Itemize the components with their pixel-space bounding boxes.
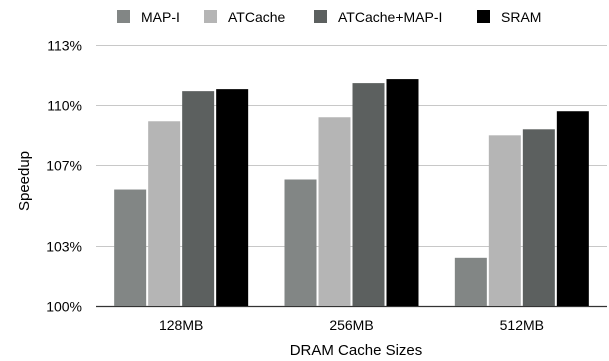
- x-axis-label: DRAM Cache Sizes: [290, 342, 423, 359]
- bar-atcache-256mb: [318, 117, 351, 306]
- y-tick-label: 100%: [46, 299, 82, 315]
- bar-sram-128mb: [216, 89, 249, 306]
- y-tick-label: 107%: [46, 158, 82, 174]
- x-axis-ticks: 128MB 256MB 512MB: [159, 317, 544, 333]
- bar-atcache-512mb: [488, 135, 521, 306]
- bar-atcache-128mb: [148, 121, 181, 306]
- gridlines: [96, 45, 607, 308]
- x-tick-label: 128MB: [159, 317, 203, 333]
- legend-swatch: [314, 10, 327, 23]
- y-axis-ticks: 100% 103% 107% 110% 113%: [46, 38, 82, 315]
- legend-label: MAP-I: [141, 9, 180, 25]
- legend-label: SRAM: [501, 9, 541, 25]
- legend-swatch: [204, 10, 217, 23]
- legend-label: ATCache: [228, 9, 286, 25]
- y-tick-label: 103%: [46, 239, 82, 255]
- y-tick-label: 113%: [47, 38, 82, 54]
- bar-atcache-map-i-128mb: [182, 91, 215, 306]
- bar-sram-512mb: [556, 111, 589, 306]
- legend-label: ATCache+MAP-I: [338, 9, 442, 25]
- bar-map-i-512mb: [454, 257, 487, 306]
- legend-swatch: [477, 10, 490, 23]
- bar-atcache-map-i-256mb: [352, 83, 385, 306]
- bar-map-i-256mb: [284, 179, 317, 306]
- y-tick-label: 110%: [47, 98, 82, 114]
- y-axis-label: Speedup: [16, 151, 33, 211]
- bar-atcache-map-i-512mb: [522, 129, 555, 306]
- legend-swatch: [117, 10, 130, 23]
- legend: MAP-I ATCache ATCache+MAP-I SRAM: [117, 9, 541, 25]
- x-tick-label: 256MB: [329, 317, 373, 333]
- bar-map-i-128mb: [114, 189, 147, 306]
- x-tick-label: 512MB: [500, 317, 544, 333]
- bars: [114, 79, 589, 306]
- bar-sram-256mb: [386, 79, 419, 306]
